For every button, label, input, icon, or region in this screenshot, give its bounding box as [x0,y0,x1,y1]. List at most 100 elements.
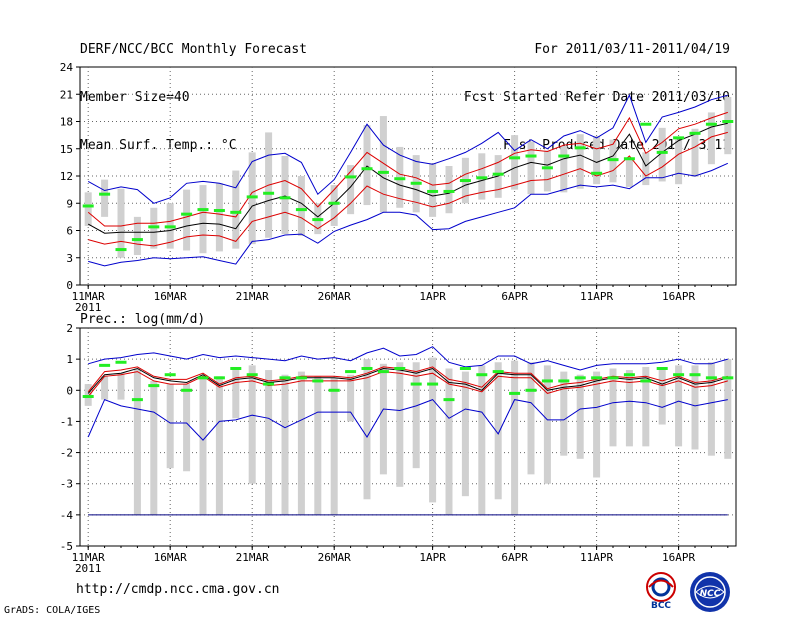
prec-xtick-label-2: 21MAR [236,551,269,564]
prec-xtick-label-0: 11MAR [72,551,105,564]
prec-box-9 [232,370,240,419]
temp-obs-20 [410,181,422,185]
prec-box-16 [347,374,355,422]
prec-box-28 [543,365,551,484]
temp-box-29 [560,146,568,193]
temp-box-6 [183,189,191,251]
prec-box-13 [297,371,305,515]
prec-obs-6 [181,388,193,392]
prec-box-20 [412,362,420,469]
prec-box-25 [494,362,502,500]
temp-ytick-label-1: 3 [66,252,73,265]
prec-box-15 [330,377,338,515]
temp-ytick-label-7: 21 [60,88,73,101]
temp-box-9 [232,170,240,249]
prec-ytick-label-6: 1 [66,353,73,366]
prec-obs-24 [476,373,488,377]
temp-xtick-label-3: 26MAR [318,290,351,303]
temp-obs-30 [574,146,586,150]
prec-box-27 [527,362,535,475]
temp-box-36 [675,139,683,185]
temp-obs-13 [295,208,307,212]
prec-xtick-label-3: 26MAR [318,551,351,564]
prec-title: Prec.: log(mm/d) [80,312,205,327]
prec-obs-3 [131,398,143,402]
prec-box-17 [363,359,371,500]
prec-obs-38 [705,376,717,380]
prec-box-6 [183,384,191,472]
prec-xtick-label-1: 16MAR [154,551,187,564]
prec-obs-25 [492,370,504,374]
temp-obs-1 [99,192,111,196]
temp-obs-32 [607,158,619,162]
temp-box-34 [642,152,650,186]
prec-envelope-high-line [87,398,728,441]
temp-obs-38 [705,122,717,126]
prec-obs-18 [377,370,389,374]
temp-box-15 [330,185,338,226]
title-right: For 2011/03/11-2011/04/19 Fcst Started R… [464,10,730,170]
prec-obs-13 [295,376,307,380]
prec-obs-35 [656,366,668,370]
prec-obs-21 [427,382,439,386]
temp-ytick-label-6: 18 [60,116,73,129]
temp-obs-7 [197,208,209,212]
temp-box-33 [625,158,633,187]
prec-obs-30 [574,376,586,380]
temp-box-12 [281,156,289,235]
prec-obs-20 [410,382,422,386]
temp-box-7 [199,185,207,254]
bcc-logo-text: BCC [651,601,671,611]
prec-obs-4 [148,384,160,388]
temp-obs-10 [246,195,258,199]
prec-xtick-label-7: 16APR [662,551,695,564]
temp-box-3 [133,216,141,256]
prec-box-33 [625,370,633,447]
prec-obs-36 [673,373,685,377]
temp-obs-22 [443,189,455,193]
prec-obs-10 [246,373,258,377]
prec-box-3 [133,368,141,515]
temp-obs-21 [427,189,439,193]
start-date: Fcst Started Refer Date 2011/03/10 [463,90,730,105]
prec-box-5 [166,384,174,469]
prec-box-24 [478,365,486,515]
prec-obs-31 [591,376,603,380]
temp-obs-19 [394,177,406,181]
temp-obs-6 [181,212,193,216]
prec-obs-5 [164,373,176,377]
prec-box-18 [379,363,387,475]
prec-obs-39 [722,376,734,380]
prec-xtick-label-4: 1APR [419,551,446,564]
temp-xtick-label-6: 11APR [580,290,613,303]
prec-obs-29 [558,379,570,383]
grads-credit: GrADS: COLA/IGES [4,605,101,616]
temp-box-27 [527,141,535,195]
temp-obs-26 [509,156,521,160]
prec-obs-7 [197,376,209,380]
temp-box-30 [576,134,584,189]
prec-obs-34 [640,379,652,383]
source-url[interactable]: http://cmdp.ncc.cma.gov.cn [76,582,280,597]
prec-box-8 [215,376,223,515]
temp-obs-31 [591,171,603,175]
prec-obs-11 [263,382,275,386]
prec-box-34 [642,366,650,447]
prec-obs-26 [509,391,521,395]
prec-box-10 [248,365,256,484]
prec-box-38 [707,362,715,456]
prec-box-30 [576,374,584,459]
prec-box-2 [117,373,125,400]
forecast-period: For 2011/03/11-2011/04/19 [534,42,730,57]
prec-ytick-label-3: -2 [60,447,73,460]
temp-obs-9 [230,210,242,214]
prec-xtick-label-5: 6APR [501,551,528,564]
temp-obs-29 [558,154,570,158]
prec-obs-37 [689,373,701,377]
prec-box-29 [560,371,568,456]
prec-box-23 [461,371,469,497]
prec-obs-15 [328,388,340,392]
temp-obs-37 [689,131,701,135]
prec-ytick-label-2: -3 [60,478,73,491]
